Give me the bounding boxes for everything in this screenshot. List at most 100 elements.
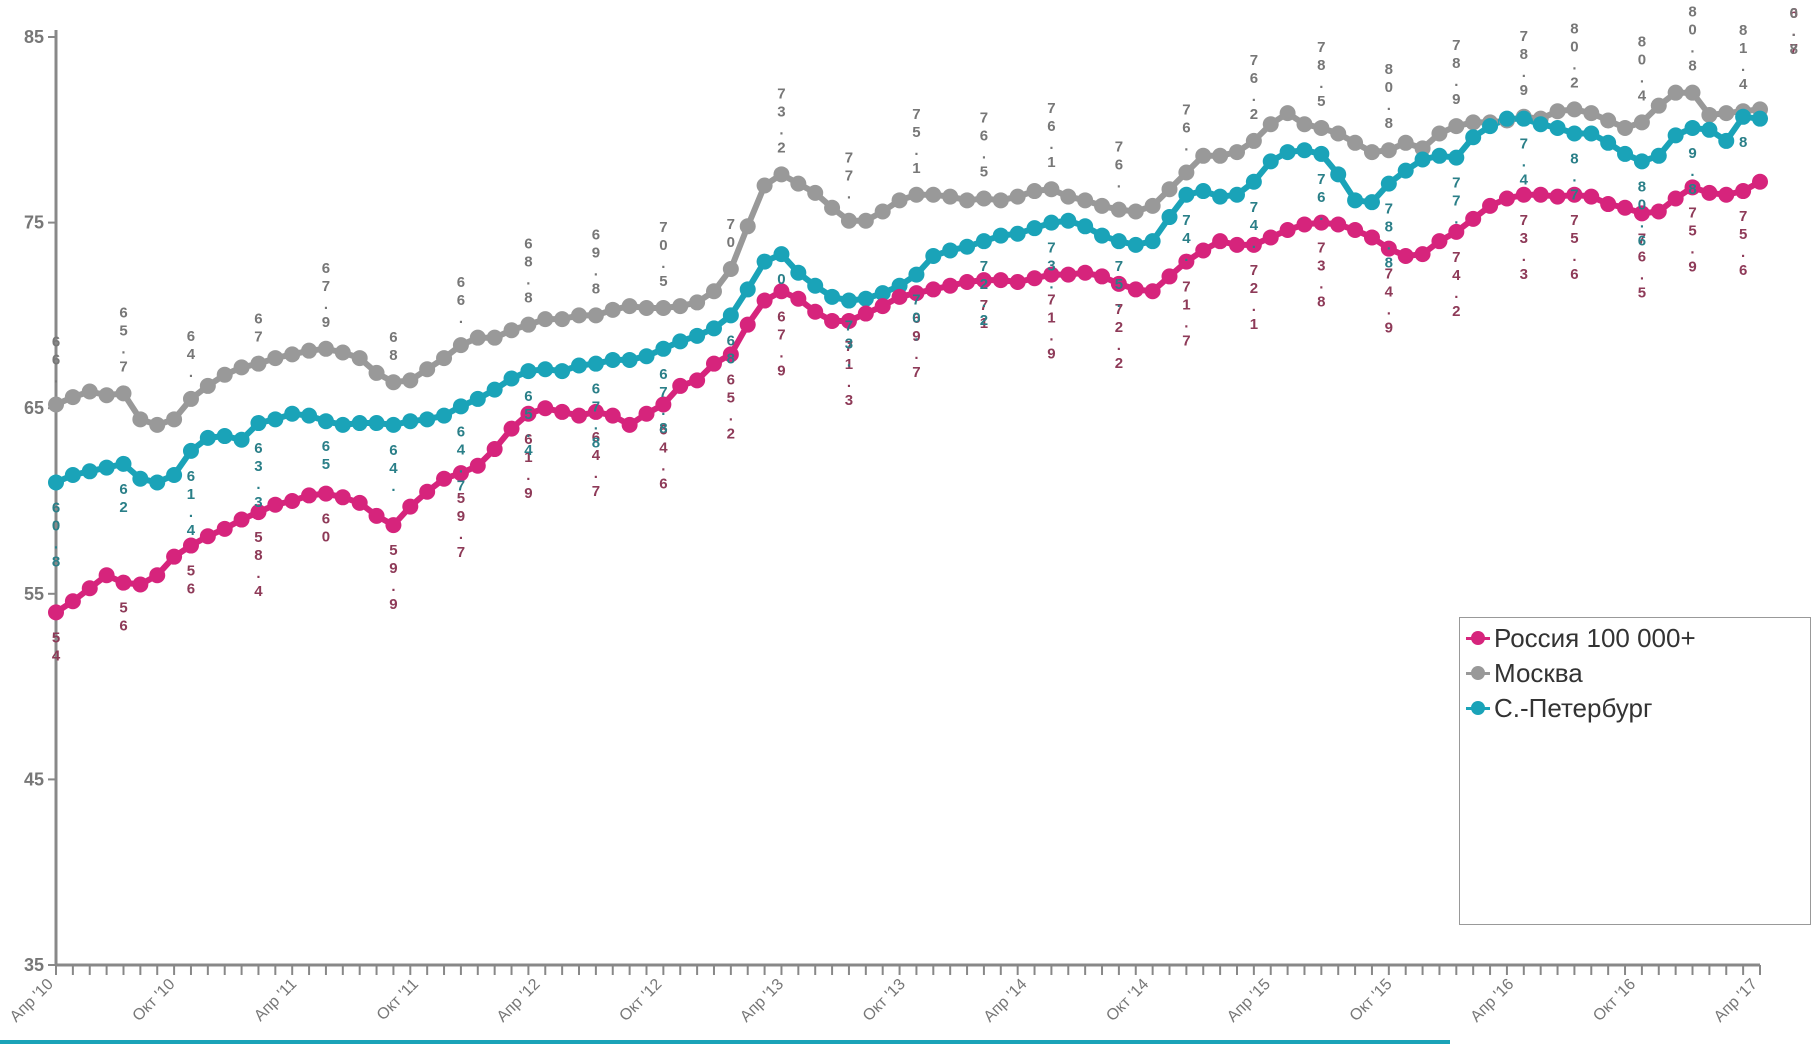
data-point-spb[interactable] [402, 413, 419, 430]
data-point-spb[interactable] [604, 351, 621, 368]
data-point-spb[interactable] [81, 463, 98, 480]
data-point-russia[interactable] [1077, 264, 1094, 281]
data-point-spb[interactable] [1363, 194, 1380, 211]
data-point-russia[interactable] [267, 496, 284, 513]
data-point-spb[interactable] [166, 467, 183, 484]
data-point-russia[interactable] [1549, 188, 1566, 205]
data-point-spb[interactable] [587, 355, 604, 372]
data-point-moscow[interactable] [689, 294, 706, 311]
data-point-moscow[interactable] [402, 372, 419, 389]
data-point-spb[interactable] [1313, 145, 1330, 162]
data-point-russia[interactable] [1583, 188, 1600, 205]
data-point-spb[interactable] [1347, 192, 1364, 209]
data-point-moscow[interactable] [992, 192, 1009, 209]
data-point-russia[interactable] [908, 285, 925, 302]
data-point-moscow[interactable] [149, 416, 166, 433]
data-point-spb[interactable] [486, 381, 503, 398]
data-point-russia[interactable] [317, 485, 334, 502]
data-point-spb[interactable] [1009, 225, 1026, 242]
data-point-spb[interactable] [64, 467, 81, 484]
data-point-russia[interactable] [351, 494, 368, 511]
data-point-moscow[interactable] [1195, 147, 1212, 164]
data-point-spb[interactable] [638, 348, 655, 365]
data-point-moscow[interactable] [621, 298, 638, 315]
data-point-spb[interactable] [149, 474, 166, 491]
data-point-moscow[interactable] [334, 344, 351, 361]
data-point-moscow[interactable] [166, 411, 183, 428]
data-point-moscow[interactable] [554, 311, 571, 328]
data-point-russia[interactable] [638, 405, 655, 422]
data-point-moscow[interactable] [1380, 142, 1397, 159]
data-point-russia[interactable] [419, 483, 436, 500]
data-point-russia[interactable] [1633, 205, 1650, 222]
data-point-moscow[interactable] [1245, 132, 1262, 149]
data-point-russia[interactable] [975, 272, 992, 289]
data-point-moscow[interactable] [959, 192, 976, 209]
data-point-russia[interactable] [1094, 268, 1111, 285]
data-point-moscow[interactable] [874, 203, 891, 220]
data-point-russia[interactable] [756, 292, 773, 309]
data-point-russia[interactable] [1617, 199, 1634, 216]
data-point-spb[interactable] [1465, 129, 1482, 146]
data-point-spb[interactable] [368, 415, 385, 432]
data-point-russia[interactable] [824, 312, 841, 329]
data-point-moscow[interactable] [1718, 105, 1735, 122]
data-point-moscow[interactable] [1178, 164, 1195, 181]
data-point-russia[interactable] [1752, 173, 1768, 190]
data-point-russia[interactable] [1313, 214, 1330, 231]
data-point-russia[interactable] [1735, 183, 1752, 200]
data-point-moscow[interactable] [1566, 101, 1583, 118]
data-point-russia[interactable] [1009, 273, 1026, 290]
data-point-moscow[interactable] [571, 307, 588, 324]
data-point-spb[interactable] [790, 264, 807, 281]
data-point-spb[interactable] [925, 248, 942, 265]
data-point-moscow[interactable] [452, 337, 469, 354]
data-point-moscow[interactable] [1448, 118, 1465, 135]
data-point-moscow[interactable] [351, 350, 368, 367]
data-point-russia[interactable] [385, 517, 402, 534]
data-point-spb[interactable] [233, 431, 250, 448]
data-point-moscow[interactable] [773, 166, 790, 183]
data-point-russia[interactable] [874, 298, 891, 315]
data-point-russia[interactable] [1195, 242, 1212, 259]
data-point-russia[interactable] [1380, 240, 1397, 257]
data-point-russia[interactable] [1178, 253, 1195, 270]
data-point-russia[interactable] [1566, 186, 1583, 203]
data-point-moscow[interactable] [1650, 97, 1667, 114]
data-point-spb[interactable] [1549, 119, 1566, 136]
data-point-moscow[interactable] [284, 346, 301, 363]
data-point-russia[interactable] [1363, 229, 1380, 246]
data-point-spb[interactable] [1110, 233, 1127, 250]
data-point-russia[interactable] [891, 288, 908, 305]
data-point-russia[interactable] [1245, 236, 1262, 253]
data-point-russia[interactable] [554, 403, 571, 420]
data-point-spb[interactable] [891, 277, 908, 294]
data-point-russia[interactable] [1431, 233, 1448, 250]
data-point-spb[interactable] [1279, 144, 1296, 161]
data-point-moscow[interactable] [1363, 144, 1380, 161]
legend-item-moscow[interactable]: Москва [1466, 658, 1583, 688]
data-point-moscow[interactable] [48, 396, 64, 413]
data-point-moscow[interactable] [385, 374, 402, 391]
data-point-moscow[interactable] [1600, 112, 1617, 129]
data-point-spb[interactable] [1144, 233, 1161, 250]
data-point-russia[interactable] [1043, 266, 1060, 283]
data-point-spb[interactable] [115, 455, 132, 472]
data-point-moscow[interactable] [1617, 119, 1634, 136]
data-point-russia[interactable] [182, 537, 199, 554]
data-point-russia[interactable] [1465, 210, 1482, 227]
data-point-russia[interactable] [1448, 223, 1465, 240]
data-point-spb[interactable] [1498, 110, 1515, 127]
data-point-moscow[interactable] [1684, 84, 1701, 101]
data-point-russia[interactable] [992, 272, 1009, 289]
data-point-spb[interactable] [1735, 108, 1752, 125]
data-point-moscow[interactable] [368, 364, 385, 381]
data-point-moscow[interactable] [705, 283, 722, 300]
data-point-moscow[interactable] [790, 175, 807, 192]
data-point-moscow[interactable] [436, 350, 453, 367]
data-point-moscow[interactable] [1667, 84, 1684, 101]
data-point-moscow[interactable] [182, 390, 199, 407]
data-point-russia[interactable] [1127, 281, 1144, 298]
data-point-russia[interactable] [334, 489, 351, 506]
data-point-russia[interactable] [1600, 196, 1617, 213]
